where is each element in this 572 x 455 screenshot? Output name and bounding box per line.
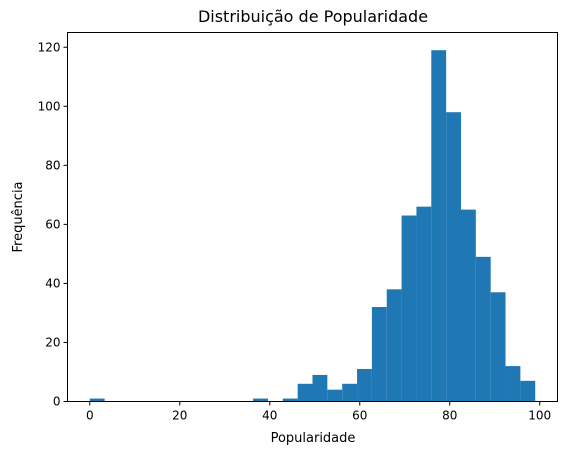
y-tick-label: 100 (38, 99, 61, 113)
x-tick-label: 60 (352, 409, 367, 423)
histogram-bar (475, 256, 491, 402)
y-axis-ticks: 0 20 40 60 80 100 120 (38, 40, 68, 409)
histogram-bar (460, 209, 476, 402)
histogram-bar (342, 383, 358, 402)
x-axis-ticks: 0 20 40 60 80 100 (86, 401, 551, 423)
y-axis-label: Frequência (11, 181, 26, 252)
histogram-bar (431, 50, 447, 402)
bars-group (89, 50, 536, 402)
histogram-bar (401, 215, 417, 402)
x-tick-label: 0 (86, 409, 94, 423)
plot-frame (67, 32, 558, 402)
histogram-bar (386, 289, 402, 402)
histogram-bar (446, 112, 461, 402)
histogram-bar (416, 206, 432, 402)
x-tick-label: 80 (442, 409, 457, 423)
y-tick-label: 0 (53, 395, 61, 409)
x-tick-label: 100 (528, 409, 551, 423)
x-tick-label: 40 (262, 409, 277, 423)
chart-title: Distribuição de Popularidade (198, 7, 428, 26)
histogram-bar (297, 383, 313, 402)
histogram-bar (282, 398, 298, 402)
y-tick-label: 20 (45, 335, 60, 349)
y-tick-label: 80 (45, 158, 60, 172)
y-tick-label: 60 (45, 217, 60, 231)
histogram-bar (520, 380, 536, 402)
y-tick-label: 40 (45, 276, 60, 290)
x-tick-label: 20 (172, 409, 187, 423)
histogram-bar (490, 292, 506, 402)
histogram-bar (312, 374, 328, 402)
x-axis-label: Popularidade (271, 431, 356, 446)
histogram-bar (89, 398, 105, 402)
histogram-bar (327, 389, 343, 402)
histogram-bar (357, 369, 372, 402)
histogram-bar (505, 366, 521, 402)
y-tick-label: 120 (38, 40, 61, 54)
histogram-bar (253, 398, 268, 402)
histogram-bar (371, 307, 387, 402)
